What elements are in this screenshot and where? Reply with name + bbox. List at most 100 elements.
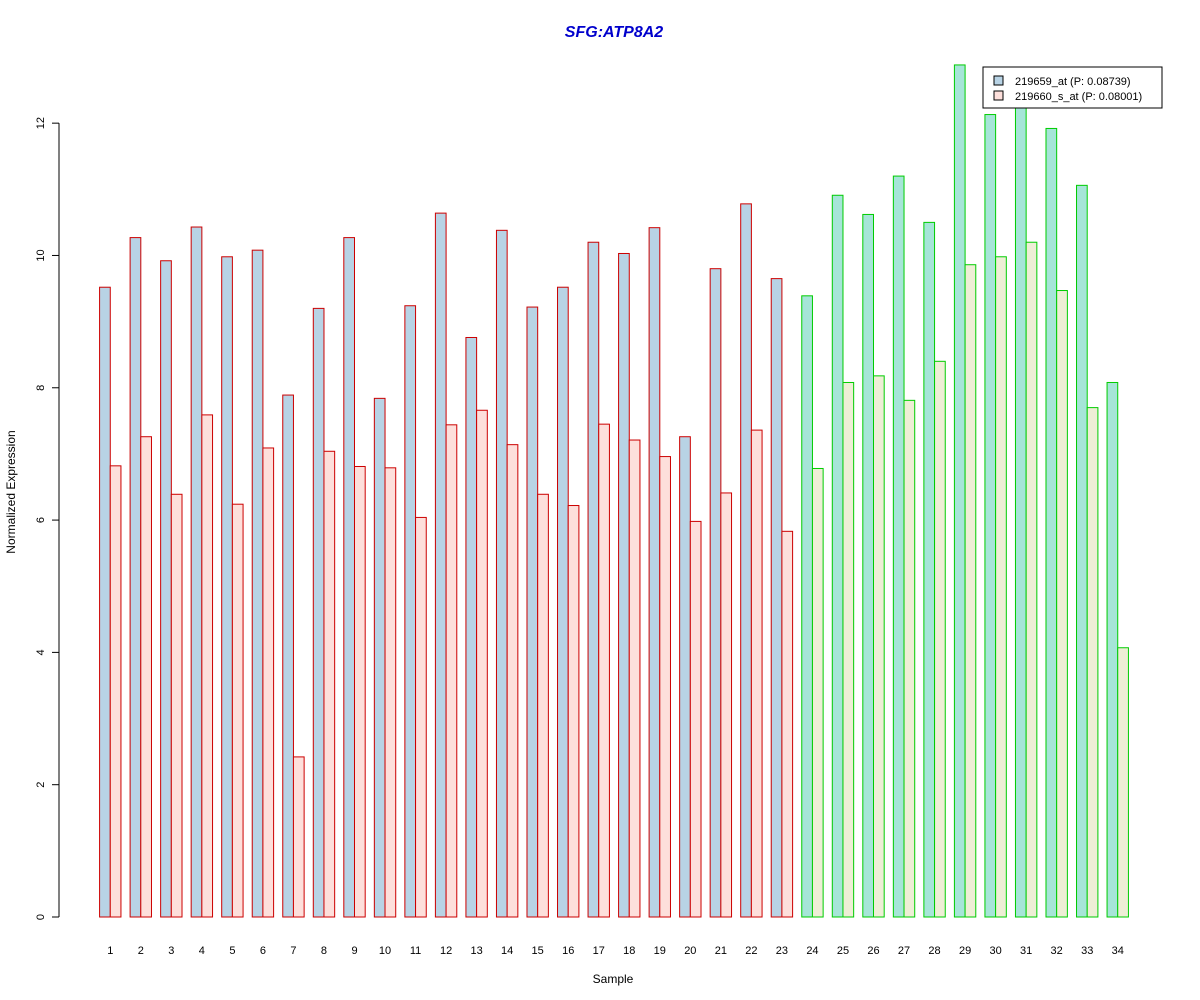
bar-sample-14-series-2: [506, 444, 519, 918]
x-tick-label: 24: [806, 945, 818, 957]
x-tick-label: 33: [1081, 945, 1093, 957]
bar-sample-30-series-1: [984, 114, 997, 918]
legend: 219659_at (P: 0.08739) 219660_s_at (P: 0…: [982, 66, 1163, 109]
legend-swatch-219660-s-at: [993, 90, 1004, 101]
bar-sample-32-series-1: [1045, 127, 1058, 918]
y-tick-label: 4: [35, 649, 47, 655]
x-tick-label: 22: [745, 945, 757, 957]
bar-sample-29-series-1: [953, 64, 966, 918]
x-tick-label: 15: [532, 945, 544, 957]
bar-sample-24-series-2: [811, 467, 824, 918]
x-tick-label: 7: [290, 945, 296, 957]
x-tick-label: 4: [199, 945, 205, 957]
bar-sample-28-series-2: [934, 360, 946, 918]
bar-sample-26-series-1: [862, 213, 874, 918]
bar-sample-24-series-1: [801, 295, 813, 918]
y-tick-label: 6: [35, 517, 47, 523]
bar-sample-12-series-2: [445, 424, 458, 918]
bar-sample-7-series-1: [282, 394, 294, 918]
bar-sample-16-series-1: [557, 286, 569, 918]
bar-sample-21-series-1: [709, 268, 722, 918]
x-tick-label: 26: [867, 945, 879, 957]
x-tick-label: 3: [168, 945, 174, 957]
bar-sample-19-series-2: [659, 456, 671, 918]
bar-sample-5-series-1: [221, 256, 233, 918]
bar-sample-15-series-2: [537, 493, 549, 918]
legend-box: [982, 66, 1163, 109]
bar-sample-10-series-1: [373, 397, 386, 918]
bar-sample-19-series-1: [648, 227, 661, 918]
bar-sample-25-series-1: [831, 194, 844, 918]
bar-sample-34-series-2: [1117, 647, 1129, 918]
y-tick-label: 8: [35, 385, 47, 391]
bar-sample-20-series-2: [689, 520, 702, 918]
x-tick-label: 13: [470, 945, 482, 957]
x-tick-label: 27: [898, 945, 910, 957]
x-tick-label: 34: [1112, 945, 1124, 957]
bar-sample-21-series-2: [720, 492, 733, 918]
bar-sample-6-series-2: [262, 447, 275, 918]
x-tick-label: 14: [501, 945, 513, 957]
bar-sample-1-series-2: [109, 465, 122, 918]
x-tick-label: 16: [562, 945, 574, 957]
bar-sample-9-series-2: [354, 465, 366, 918]
x-tick-label: 29: [959, 945, 971, 957]
x-tick-label: 28: [928, 945, 940, 957]
bar-sample-23-series-2: [781, 530, 794, 918]
bar-sample-28-series-1: [923, 221, 936, 918]
bar-sample-4-series-2: [201, 414, 214, 918]
y-tick-label: 12: [35, 117, 47, 129]
y-tick-label: 0: [35, 914, 47, 920]
bar-sample-9-series-1: [343, 237, 355, 918]
x-tick-label: 5: [229, 945, 235, 957]
bar-sample-32-series-2: [1056, 290, 1068, 918]
bar-sample-4-series-1: [190, 226, 203, 918]
bar-sample-1-series-1: [99, 286, 111, 918]
bar-sample-25-series-2: [842, 381, 855, 918]
bar-sample-31-series-1: [1014, 100, 1027, 918]
bar-sample-13-series-1: [465, 336, 478, 918]
x-tick-label: 11: [410, 945, 421, 957]
x-tick-label: 21: [715, 945, 727, 957]
x-tick-label: 23: [776, 945, 788, 957]
x-tick-label: 8: [321, 945, 327, 957]
bar-sample-31-series-2: [1025, 241, 1038, 918]
y-axis: 0 2 4 6 8 10 12: [35, 117, 60, 920]
x-tick-label: 20: [684, 945, 696, 957]
bar-sample-14-series-1: [495, 229, 508, 918]
bar-sample-8-series-1: [312, 307, 325, 918]
bar-sample-8-series-2: [323, 450, 336, 918]
bar-sample-11-series-2: [415, 516, 427, 918]
bar-sample-20-series-1: [679, 436, 691, 918]
x-tick-label: 18: [623, 945, 635, 957]
legend-label-219660-s-at: 219660_s_at (P: 0.08001): [1015, 91, 1142, 103]
bar-sample-3-series-1: [160, 260, 172, 918]
bar-sample-27-series-1: [892, 175, 905, 918]
x-tick-label: 19: [654, 945, 666, 957]
bar-sample-18-series-2: [628, 439, 641, 918]
bar-sample-11-series-1: [404, 305, 417, 918]
x-tick-label: 6: [260, 945, 266, 957]
bar-sample-7-series-2: [292, 756, 305, 918]
bar-sample-12-series-1: [434, 212, 447, 918]
bar-sample-15-series-1: [526, 306, 539, 918]
y-tick-label: 10: [35, 249, 47, 261]
x-tick-label: 31: [1020, 945, 1032, 957]
bar-sample-23-series-1: [770, 278, 783, 918]
x-tick-label: 32: [1051, 945, 1063, 957]
x-tick-label: 12: [440, 945, 452, 957]
bar-sample-29-series-2: [964, 264, 977, 918]
x-tick-label: 1: [107, 945, 113, 957]
bar-sample-13-series-2: [476, 409, 488, 918]
y-tick-label: 2: [35, 782, 47, 788]
x-tick-label: 2: [138, 945, 144, 957]
bar-sample-5-series-2: [231, 503, 244, 918]
x-axis-label: Sample: [593, 972, 634, 986]
bar-sample-26-series-2: [873, 375, 885, 918]
chart-title: SFG:ATP8A2: [565, 24, 663, 41]
bar-sample-27-series-2: [903, 399, 916, 918]
bar-sample-17-series-1: [587, 241, 600, 918]
bar-sample-18-series-1: [618, 252, 630, 918]
y-axis-label: Normalized Expression: [4, 430, 18, 553]
x-tick-label: 25: [837, 945, 849, 957]
